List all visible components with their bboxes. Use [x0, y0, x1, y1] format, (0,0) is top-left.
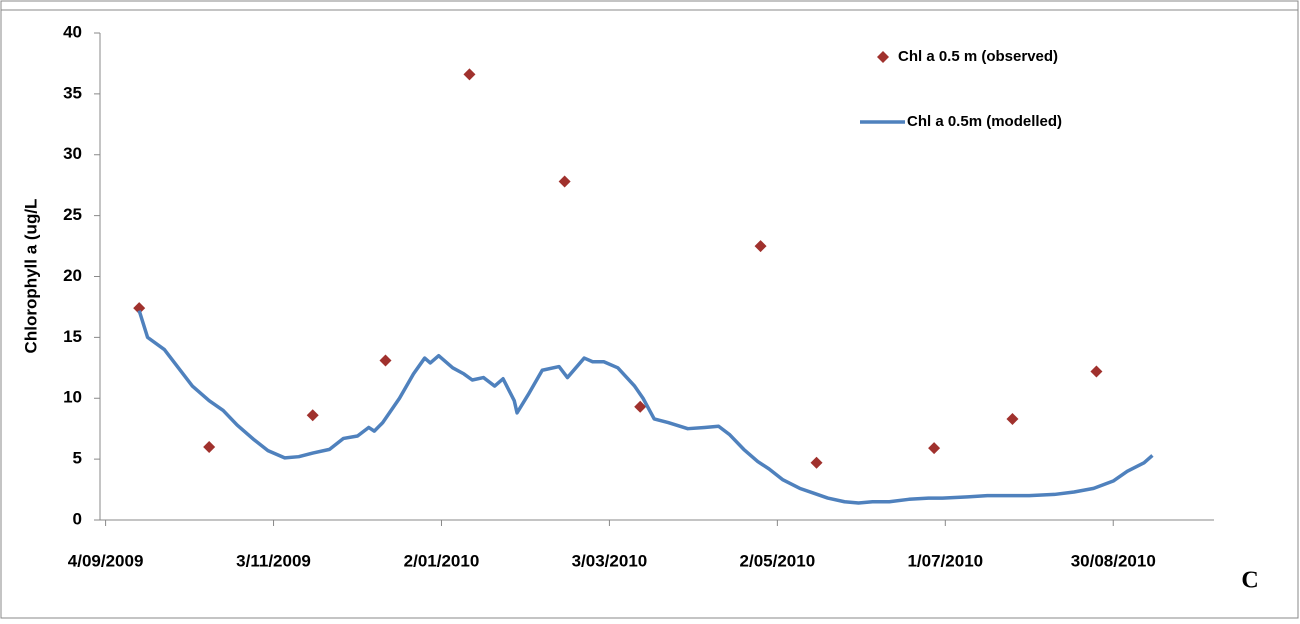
- y-tick-label: 40: [63, 22, 82, 41]
- observed-point: [203, 440, 216, 453]
- y-tick-label: 10: [63, 388, 82, 407]
- x-tick-label: 2/01/2010: [404, 551, 480, 570]
- observed-point: [379, 354, 392, 367]
- legend-marker: [877, 51, 889, 63]
- observed-point: [306, 409, 319, 422]
- legend-label: Chl a 0.5 m (observed): [898, 48, 1058, 65]
- x-tick-label: 4/09/2009: [68, 551, 144, 570]
- y-tick-label: 35: [63, 83, 82, 102]
- observed-point: [928, 442, 941, 455]
- y-tick-label: 25: [63, 205, 82, 224]
- y-tick-label: 15: [63, 327, 82, 346]
- observed-point: [558, 175, 571, 188]
- annotation: C: [1241, 568, 1258, 594]
- x-tick-label: 30/08/2010: [1071, 551, 1156, 570]
- y-axis-label: Chlorophyll a (ug/L: [21, 199, 40, 354]
- observed-point: [1090, 365, 1103, 378]
- y-tick-label: 0: [73, 509, 82, 528]
- model-line: [137, 310, 1154, 505]
- x-tick-label: 3/03/2010: [572, 551, 648, 570]
- observed-point: [810, 456, 823, 469]
- x-tick-label: 2/05/2010: [740, 551, 816, 570]
- legend-label: Chl a 0.5m (modelled): [907, 113, 1062, 130]
- observed-point: [754, 240, 767, 253]
- x-tick-label: 1/07/2010: [907, 551, 983, 570]
- y-tick-label: 20: [63, 266, 82, 285]
- observed-point: [1006, 412, 1019, 425]
- x-tick-label: 3/11/2009: [236, 551, 311, 570]
- y-tick-label: 30: [63, 144, 82, 163]
- observed-point: [133, 302, 146, 315]
- observed-point: [463, 68, 476, 81]
- y-tick-label: 5: [73, 449, 82, 468]
- observed-point: [634, 400, 647, 413]
